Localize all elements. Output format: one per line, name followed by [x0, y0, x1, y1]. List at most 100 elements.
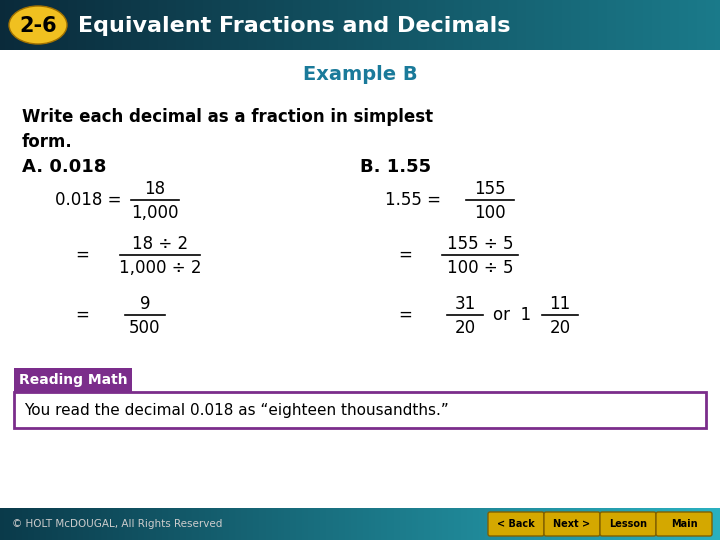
Bar: [219, 0, 220, 50]
Bar: [483, 0, 484, 50]
Bar: [185, 0, 186, 50]
Bar: [20, 0, 21, 50]
Text: 1.55 =: 1.55 =: [385, 191, 441, 209]
Bar: [441, 0, 442, 50]
Bar: [58, 0, 59, 50]
Bar: [241, 0, 242, 50]
Bar: [100, 508, 101, 540]
Bar: [343, 0, 344, 50]
Bar: [556, 0, 557, 50]
Bar: [442, 508, 443, 540]
Bar: [4, 0, 5, 50]
Bar: [425, 508, 426, 540]
Bar: [229, 508, 230, 540]
Bar: [601, 0, 602, 50]
Bar: [672, 508, 673, 540]
Bar: [56, 0, 57, 50]
Bar: [477, 508, 478, 540]
Bar: [46, 0, 47, 50]
Bar: [711, 508, 712, 540]
Bar: [179, 508, 180, 540]
Bar: [498, 508, 499, 540]
Bar: [409, 508, 410, 540]
Bar: [575, 0, 576, 50]
Bar: [29, 508, 30, 540]
Bar: [706, 508, 707, 540]
Bar: [307, 0, 308, 50]
Bar: [123, 508, 124, 540]
Bar: [607, 0, 608, 50]
Bar: [613, 508, 614, 540]
Bar: [375, 508, 376, 540]
Bar: [494, 0, 495, 50]
Bar: [468, 0, 469, 50]
Bar: [190, 508, 191, 540]
Bar: [668, 0, 669, 50]
Bar: [402, 0, 403, 50]
Bar: [331, 0, 332, 50]
Bar: [95, 0, 96, 50]
Bar: [522, 0, 523, 50]
Bar: [241, 508, 242, 540]
Bar: [10, 0, 11, 50]
Bar: [322, 0, 323, 50]
FancyBboxPatch shape: [14, 392, 706, 428]
Bar: [495, 508, 496, 540]
Bar: [480, 0, 481, 50]
Bar: [329, 508, 330, 540]
Bar: [353, 0, 354, 50]
Bar: [534, 508, 535, 540]
Bar: [422, 0, 423, 50]
Bar: [696, 0, 697, 50]
Bar: [378, 0, 379, 50]
Bar: [636, 0, 637, 50]
Bar: [78, 0, 79, 50]
Bar: [258, 508, 259, 540]
Bar: [666, 508, 667, 540]
Bar: [624, 0, 625, 50]
Bar: [174, 508, 175, 540]
Bar: [410, 0, 411, 50]
Bar: [476, 0, 477, 50]
Bar: [466, 508, 467, 540]
Bar: [104, 508, 105, 540]
Bar: [168, 508, 169, 540]
Bar: [576, 0, 577, 50]
Bar: [150, 0, 151, 50]
Bar: [217, 508, 218, 540]
Bar: [459, 508, 460, 540]
Bar: [594, 0, 595, 50]
Bar: [226, 508, 227, 540]
Bar: [467, 0, 468, 50]
Bar: [608, 0, 609, 50]
Bar: [380, 508, 381, 540]
Bar: [163, 0, 164, 50]
Bar: [11, 508, 12, 540]
Bar: [339, 508, 340, 540]
Bar: [650, 0, 651, 50]
Bar: [618, 508, 619, 540]
Bar: [719, 508, 720, 540]
Bar: [223, 508, 224, 540]
Bar: [596, 0, 597, 50]
Bar: [25, 508, 26, 540]
Bar: [276, 508, 277, 540]
Bar: [228, 0, 229, 50]
Bar: [310, 0, 311, 50]
Bar: [53, 0, 54, 50]
Bar: [369, 0, 370, 50]
Bar: [354, 0, 355, 50]
Bar: [458, 0, 459, 50]
Bar: [562, 0, 563, 50]
Bar: [714, 0, 715, 50]
Bar: [562, 508, 563, 540]
Bar: [321, 0, 322, 50]
Bar: [18, 0, 19, 50]
Bar: [14, 508, 15, 540]
Bar: [180, 508, 181, 540]
Bar: [332, 508, 333, 540]
Bar: [491, 508, 492, 540]
Bar: [281, 508, 282, 540]
Bar: [267, 0, 268, 50]
Text: 100 ÷ 5: 100 ÷ 5: [446, 259, 513, 277]
